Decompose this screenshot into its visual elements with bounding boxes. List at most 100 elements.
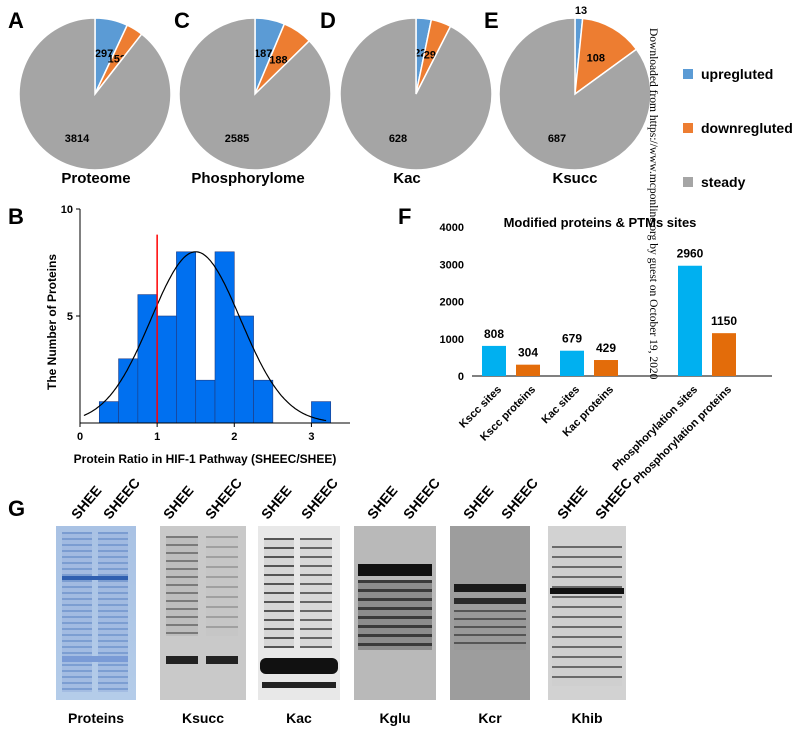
pie-title-phosphorylome: Phosphorylome <box>191 170 305 187</box>
blot-label-proteins: Proteins <box>67 710 124 726</box>
bar-value-label: 429 <box>596 341 616 355</box>
lane-label-ksucc-shee: SHEE <box>159 482 197 522</box>
panel-label-e: E <box>484 8 499 33</box>
pie-slice-proteome-steady <box>18 17 172 171</box>
legend-swatch-steady <box>683 177 693 187</box>
bar <box>678 265 702 376</box>
ksucc-lane-sheec <box>206 536 238 636</box>
pie-value-phosphorylome-down: 188 <box>269 54 287 66</box>
pie-value-proteome-steady: 3814 <box>65 133 90 145</box>
kac-strong-band <box>260 658 338 674</box>
bar-chart-title: Modified proteins & PTMs sites <box>504 215 697 230</box>
pie-slice-phosphorylome-steady <box>178 17 332 171</box>
western-blots: SHEE SHEEC SHEE SHEEC SHEE SHEEC SHEE SH… <box>0 475 800 734</box>
bar <box>482 345 506 376</box>
bar <box>516 364 540 376</box>
blot-ksucc <box>160 526 246 700</box>
proteins-low-band <box>62 656 128 662</box>
pie-slice-ksucc-down <box>574 17 638 96</box>
y-tick-label: 5 <box>67 311 73 323</box>
blot-kcr <box>450 526 530 700</box>
khib-smear <box>552 546 622 686</box>
blot-kglu <box>354 526 436 700</box>
lane-label-kac-shee: SHEE <box>257 482 295 522</box>
y-tick-label: 0 <box>458 371 464 383</box>
legend-item-steady: steady <box>683 174 793 190</box>
khib-strong-band <box>550 588 624 594</box>
histogram-bar <box>214 251 235 424</box>
bar <box>594 360 618 376</box>
blot-proteins <box>56 526 136 700</box>
panel-label-b: B <box>8 204 24 229</box>
panel-label-f: F <box>398 204 412 229</box>
blot-label-khib: Khib <box>571 710 603 726</box>
lane-label-proteins-shee: SHEE <box>67 482 105 522</box>
kac-lane-shee <box>264 538 294 648</box>
pie-value-ksucc-up: 13 <box>575 5 587 17</box>
lane-label-ksucc-sheec: SHEEC <box>201 474 246 522</box>
blot-label-kcr: Kcr <box>478 710 502 726</box>
kac-lane-sheec <box>300 538 332 648</box>
bar-value-label: 1150 <box>711 314 737 328</box>
lane-label-kglu-shee: SHEE <box>363 482 401 522</box>
x-tick-label: 2 <box>231 431 237 443</box>
lane-label-kac-sheec: SHEEC <box>297 474 342 522</box>
histogram-bar <box>137 294 158 424</box>
blot-kac <box>258 526 340 700</box>
pie-slice-kac-steady <box>339 17 493 171</box>
normal-fit-curve <box>83 251 327 422</box>
panel-label-c: C <box>174 8 190 33</box>
kcr-band-1 <box>454 584 526 592</box>
legend-item-down: downregluted <box>683 120 793 136</box>
kcr-smear <box>454 610 526 650</box>
histogram-chart: 0 1 2 3 5 10 Protein Ratio in HIF-1 Pathway (S… <box>45 204 350 466</box>
x-tick-label: 1 <box>154 431 160 443</box>
y-tick-label: 4000 <box>440 222 464 234</box>
proteins-dark-band <box>62 576 128 580</box>
kcr-band-2 <box>454 598 526 604</box>
y-tick-label: 3000 <box>440 259 464 271</box>
legend-label-down: downregluted <box>701 120 793 136</box>
lane-label-proteins-sheec: SHEEC <box>99 474 144 522</box>
histogram-bar <box>195 379 216 424</box>
pie-title-kac: Kac <box>393 170 421 187</box>
bar-value-label: 679 <box>562 332 582 346</box>
proteins-lane-shee <box>62 532 92 692</box>
pie-value-phosphorylome-up: 187 <box>254 48 272 60</box>
y-axis-label: The Number of Proteins <box>45 254 59 390</box>
pie-title-ksucc: Ksucc <box>552 170 598 187</box>
pie-value-ksucc-steady: 687 <box>548 133 566 145</box>
bar <box>560 350 584 376</box>
lane-label-khib-sheec: SHEEC <box>591 474 636 522</box>
x-tick-label: 0 <box>77 431 83 443</box>
lane-label-kcr-shee: SHEE <box>459 482 497 522</box>
kglu-smear <box>358 580 432 650</box>
pie-value-kac-down: 29 <box>424 50 436 62</box>
x-tick-label: 3 <box>308 431 314 443</box>
ksucc-band-shee <box>166 656 198 664</box>
histogram-bar <box>253 379 274 424</box>
proteins-lane-sheec <box>98 532 128 692</box>
pie-value-proteome-up: 297 <box>95 48 113 60</box>
legend-swatch-down <box>683 123 693 133</box>
y-tick-label: 10 <box>61 204 73 216</box>
blot-khib <box>548 526 626 700</box>
y-tick-label: 1000 <box>440 334 464 346</box>
download-watermark: Downloaded from https://www.mcponline.or… <box>647 28 659 380</box>
x-axis-label: Protein Ratio in HIF-1 Pathway (SHEEC/SH… <box>74 452 337 466</box>
panel-label-g: G <box>8 496 26 521</box>
legend-label-up: upregluted <box>701 66 774 82</box>
histogram-bar <box>176 251 197 424</box>
pie-value-ksucc-down: 108 <box>587 53 605 65</box>
histogram-bar <box>156 315 177 424</box>
pie-value-kac-steady: 628 <box>389 133 407 145</box>
bar-value-label: 2960 <box>677 247 704 261</box>
y-tick-label: 2000 <box>440 297 464 309</box>
lane-label-kglu-sheec: SHEEC <box>399 474 444 522</box>
pie-title-proteome: Proteome <box>61 170 131 187</box>
blot-label-ksucc: Ksucc <box>181 710 225 726</box>
lane-label-khib-shee: SHEE <box>553 482 591 522</box>
panel-label-d: D <box>320 8 336 33</box>
ksucc-band-sheec <box>206 656 238 664</box>
